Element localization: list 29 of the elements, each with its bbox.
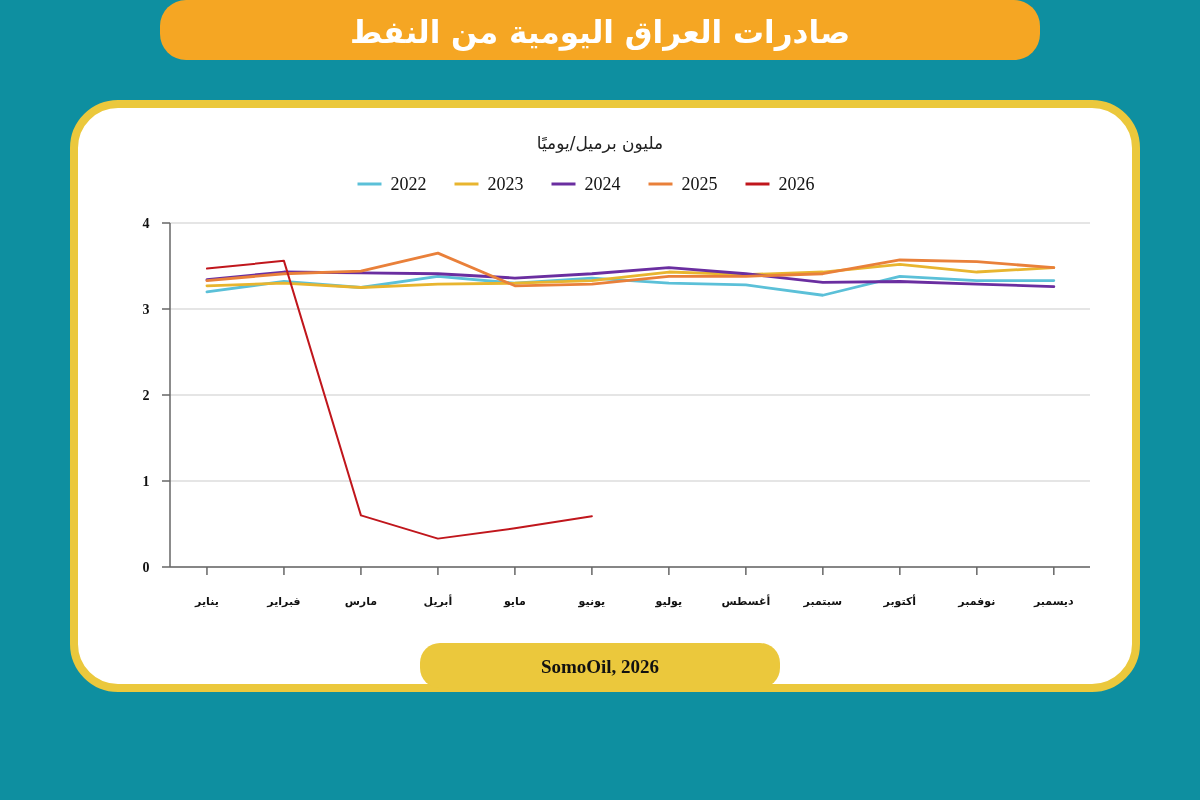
x-tick-label: نوفمبر [957, 595, 996, 608]
x-tick-label: أغسطس [721, 594, 771, 608]
legend-item: 2026 [745, 174, 815, 194]
y-tick-label: 3 [142, 302, 150, 317]
legend-item: 2025 [648, 174, 718, 194]
legend-label: 2023 [487, 174, 524, 194]
x-tick-label: يوليو [654, 595, 683, 608]
x-tick-label: يناير [194, 595, 219, 608]
x-tick-label: أبريل [423, 594, 453, 608]
legend-label: 2024 [584, 174, 621, 194]
x-tick-label: أكتوبر [882, 594, 917, 608]
x-tick-label: سبتمبر [802, 595, 843, 608]
x-tick-label: يونيو [577, 595, 606, 608]
y-axis-title: مليون برميل/يوميًا [536, 133, 664, 153]
y-tick-label: 0 [142, 560, 150, 575]
legend-label: 2026 [778, 174, 815, 194]
chart-title: صادرات العراق اليومية من النفط [349, 14, 851, 51]
y-tick-label: 1 [142, 474, 150, 489]
legend-label: 2025 [681, 174, 718, 194]
x-tick-label: مايو [502, 595, 526, 608]
legend-label: 2022 [390, 174, 427, 194]
x-tick-label: فبراير [266, 595, 301, 608]
legend-item: 2023 [454, 174, 524, 194]
y-tick-label: 4 [142, 216, 150, 231]
x-tick-label: مارس [344, 595, 378, 608]
legend-item: 2024 [551, 174, 621, 194]
y-tick-label: 2 [142, 388, 150, 403]
x-tick-label: ديسمبر [1032, 595, 1074, 608]
legend-item: 2022 [357, 174, 427, 194]
